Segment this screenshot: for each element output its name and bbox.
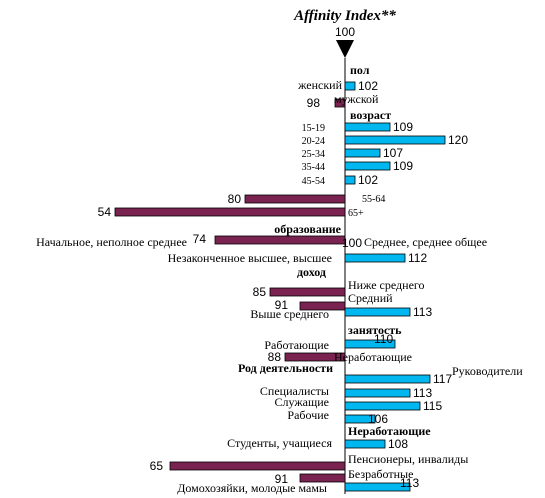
category-label: Среднее, среднее общее (364, 235, 487, 249)
bar-value-label: 117 (433, 372, 452, 386)
section-header: возраст (350, 108, 391, 122)
category-label: мужской (334, 92, 379, 106)
bar (344, 374, 431, 384)
category-label: Служащие (275, 395, 329, 409)
bar (344, 482, 411, 492)
section-header: доход (297, 265, 326, 279)
bar (344, 439, 386, 449)
category-label: 55-64 (362, 194, 385, 205)
category-label: 45-54 (302, 176, 325, 187)
category-label: Пенсионеры, инвалиды (348, 452, 468, 466)
chart-title: Affinity Index** (293, 8, 396, 24)
category-label: Средний (348, 291, 393, 305)
bar (299, 301, 346, 311)
bar-value-label: 113 (413, 386, 432, 400)
category-label: Начальное, неполное среднее (36, 235, 187, 249)
bar-value-label: 113 (400, 476, 419, 490)
bar-value-label: 109 (393, 120, 413, 134)
category-label: Специалисты (260, 384, 329, 398)
bar (344, 148, 381, 158)
bar-value-label: 88 (268, 350, 282, 364)
category-label: 20-24 (302, 136, 325, 147)
baseline-value-label: 100 (335, 25, 355, 39)
bar (269, 287, 346, 297)
category-label: Неработающие (334, 350, 412, 364)
bar-value-label: 108 (388, 437, 408, 451)
bar-value-label: 102 (358, 79, 378, 93)
bar-value-label: 91 (275, 472, 289, 486)
bar-value-label: 65 (150, 459, 164, 473)
bar (344, 135, 446, 145)
bar (344, 81, 356, 91)
bar-value-label: 85 (253, 285, 267, 299)
category-label: 25-34 (302, 149, 325, 160)
bar-value-label: 74 (193, 232, 207, 246)
section-header: занятость (348, 323, 402, 337)
section-header: пол (350, 63, 370, 77)
bar (284, 352, 346, 362)
bar-value-label: 120 (448, 133, 468, 147)
category-label: женский (297, 78, 342, 92)
baseline-marker (336, 40, 354, 58)
category-label: Выше среднего (250, 307, 329, 321)
bar (344, 175, 356, 185)
bar-value-label: 107 (383, 146, 403, 160)
bar (344, 161, 391, 171)
bar-value-label: 106 (368, 412, 388, 426)
bar-value-label: 115 (423, 399, 442, 413)
section-header: Неработающие (348, 424, 431, 438)
bar (344, 253, 406, 263)
bar (114, 207, 346, 217)
bar (169, 461, 346, 471)
category-label: Работающие (264, 338, 329, 352)
bar-value-label: 112 (408, 251, 427, 265)
bar-value-label: 98 (307, 96, 321, 110)
bar-value-label: 80 (228, 192, 242, 206)
bar (344, 401, 421, 411)
bar-value-label: 102 (358, 173, 378, 187)
bar (244, 194, 346, 204)
category-label: Ниже среднего (348, 278, 425, 292)
category-label: Незаконченное высшее, высшее (168, 251, 332, 265)
bar (334, 98, 346, 108)
bar (214, 235, 346, 245)
bar (344, 414, 376, 424)
category-label: 35-44 (302, 162, 325, 173)
category-label: Безработные (348, 467, 413, 481)
section-header: образование (274, 222, 341, 236)
category-label: 65+ (348, 208, 364, 219)
bar-value-label: 54 (98, 205, 112, 219)
section-header: Род деятельности (238, 361, 333, 375)
bar-value-label: 109 (393, 159, 413, 173)
bar (344, 388, 411, 398)
bar-value-label: 91 (275, 298, 289, 312)
bar (344, 339, 396, 349)
bar (344, 122, 391, 132)
bar (299, 473, 346, 483)
category-label: Студенты, учащиеся (227, 436, 332, 450)
bar-value-label: 113 (413, 305, 432, 319)
category-label: 15-19 (302, 123, 325, 134)
bar-value-label: 100 (342, 236, 362, 250)
category-label: Рабочие (287, 408, 329, 422)
bar-value-label: 110 (374, 332, 393, 346)
category-label: Руководители (452, 364, 523, 378)
bar (344, 307, 411, 317)
category-label: Домохозяйки, молодые мамы (177, 481, 327, 495)
